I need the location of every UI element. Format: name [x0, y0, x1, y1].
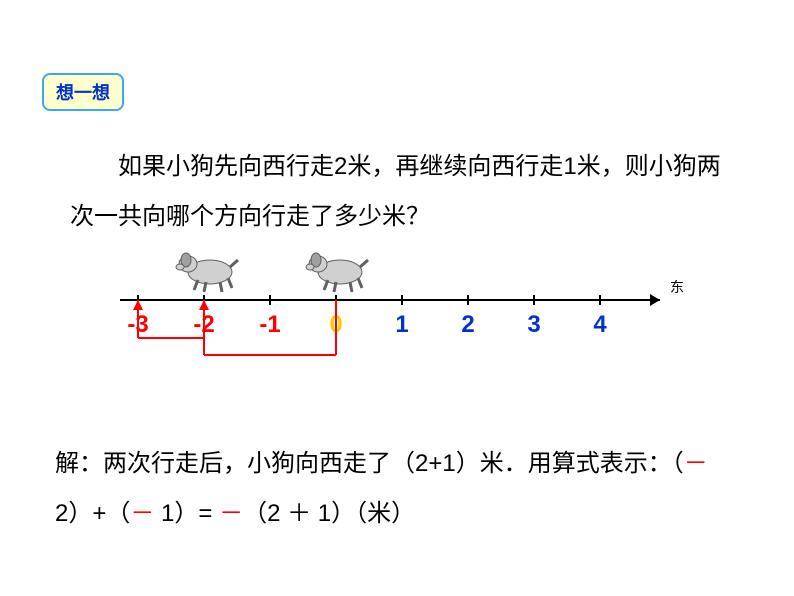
think-box: 想一想: [42, 73, 124, 111]
solution-text: 解：两次行走后，小狗向西走了（2+1）米．用算式表示：（－ 2）+（－ 1）= …: [55, 439, 745, 540]
question-text: 如果小狗先向西行走2米，再继续向西行走1米，则小狗两次一共向哪个方向行走了多少米…: [70, 142, 730, 243]
svg-text:2: 2: [461, 311, 474, 338]
svg-text:3: 3: [527, 311, 540, 338]
minus-sign-1: －: [684, 450, 708, 477]
minus-sign-2: －: [130, 500, 154, 527]
solution-part2: 2）+（: [55, 500, 130, 527]
svg-text:-1: -1: [259, 311, 280, 338]
svg-text:1: 1: [395, 311, 408, 338]
number-line: -3-2-101234东: [120, 250, 700, 410]
number-line-svg: -3-2-101234东: [120, 250, 700, 410]
solution-prefix: 解：两次行走后，小狗向西走了（2+1）米．用算式表示：（: [55, 450, 684, 477]
svg-text:东: 东: [670, 279, 684, 295]
solution-part3: 1）=: [154, 500, 219, 527]
think-box-label: 想一想: [56, 83, 110, 103]
solution-part4: （2 ＋ 1）（米）: [243, 500, 415, 527]
minus-sign-3: －: [219, 500, 243, 527]
svg-text:4: 4: [593, 311, 607, 338]
